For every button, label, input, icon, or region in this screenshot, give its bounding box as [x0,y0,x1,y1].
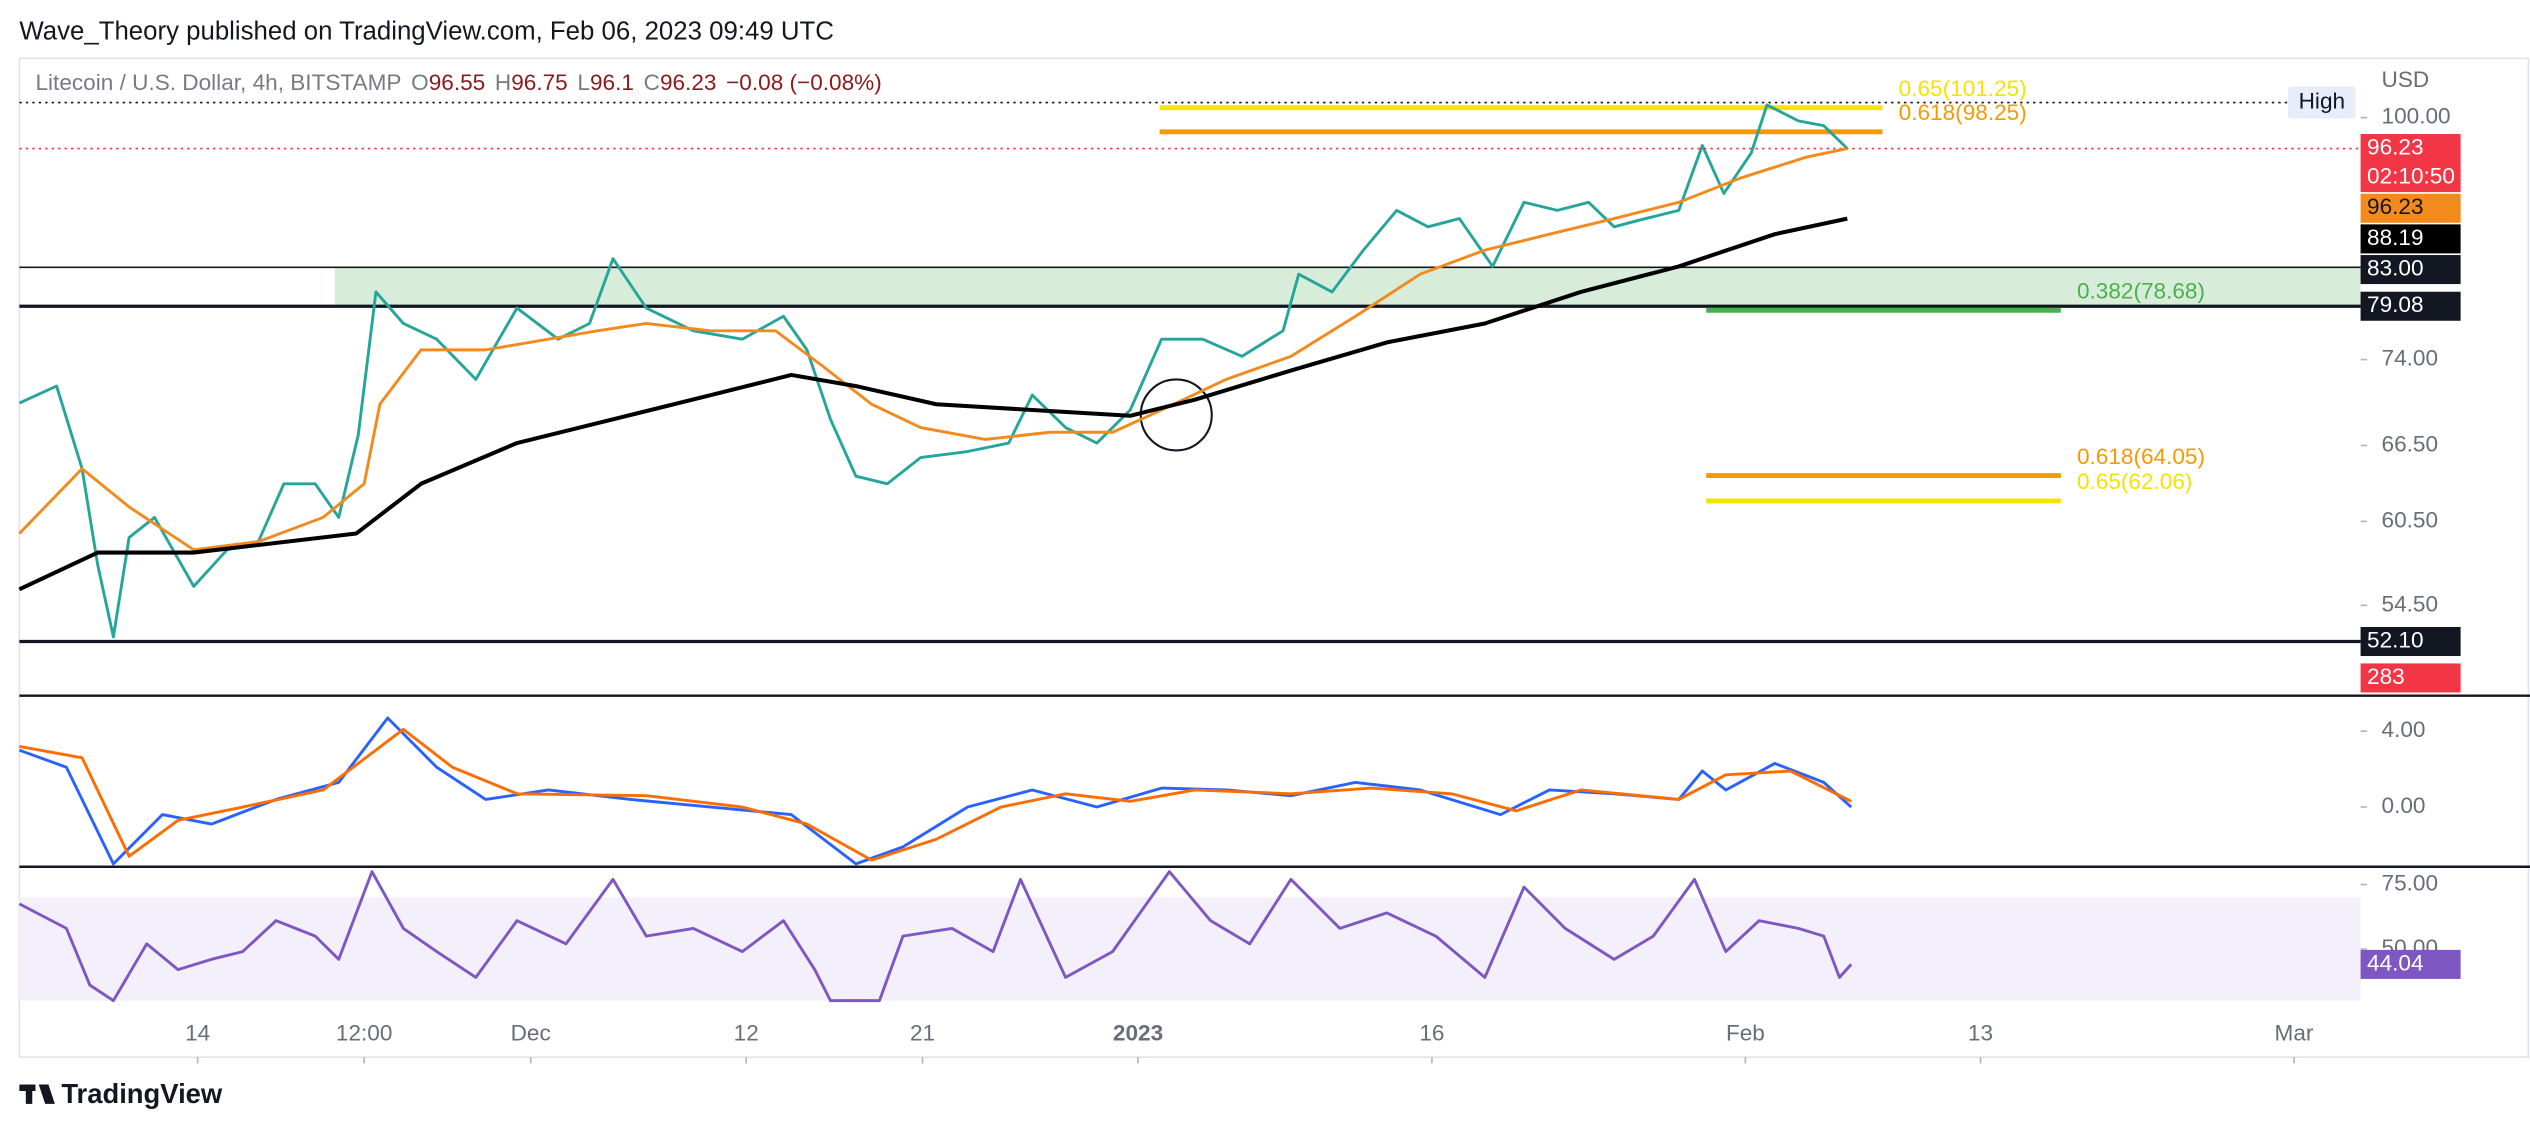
x-tick-label: 2023 [1113,1021,1163,1046]
high-label: High [2299,89,2345,114]
y-tick-label: 100.00 [2382,104,2451,129]
volume-tag [2360,663,2461,693]
legend-part: 96.1 [590,70,634,95]
x-tick-label: 12 [734,1021,759,1046]
price-tag [2360,255,2461,285]
rsi-band [19,897,2361,1001]
x-tick-label: 21 [910,1021,935,1046]
header: Wave_Theory published on TradingView.com… [19,17,834,45]
logo [19,1084,55,1104]
fib-label: 0.65(101.25) [1899,76,2027,101]
legend: Litecoin / U.S. Dollar, 4h, BITSTAMP O96.… [35,70,881,95]
y-unit: USD [2382,67,2430,92]
price-tag-label: 96.23 [2367,194,2424,219]
volume-tag-label: 283 [2367,664,2405,689]
legend-part: H [495,70,511,95]
x-tick-label: 16 [1419,1021,1444,1046]
x-tick-label: 14 [185,1021,210,1046]
fib-label: 0.65(62.06) [2077,469,2192,494]
y-tick-label: 0.00 [2382,793,2426,818]
footer: TradingView [61,1078,223,1109]
fib-label: 0.618(64.05) [2077,444,2205,469]
legend-part: 96.23 [660,70,717,95]
price-tag-label: 52.10 [2367,627,2424,652]
series-line [18,216,1848,592]
x-tick-label: Mar [2275,1021,2314,1046]
price-tag-label: 88.19 [2367,225,2424,250]
y-tick-label: 66.50 [2382,431,2439,456]
price-tag [2360,291,2461,321]
x-tick-label: 13 [1968,1021,1993,1046]
price-tag-label: 96.23 [2367,135,2424,160]
support-zone [334,267,2361,307]
legend-part: 96.75 [511,70,568,95]
y-tick-label: 75.00 [2382,870,2439,895]
series-line [19,727,1852,862]
legend-part: C [644,70,660,95]
price-tag-label: 79.08 [2367,292,2424,317]
y-tick-label: 74.00 [2382,346,2439,371]
y-tick-label: 4.00 [2382,717,2426,742]
series-line [18,870,1853,1003]
legend-part: Litecoin / U.S. Dollar, 4h, BITSTAMP [35,70,401,95]
fib-label: 0.382(78.68) [2077,279,2205,304]
series-line [18,103,1849,639]
legend-part: −0.08 (−0.08%) [726,70,882,95]
high-box [2287,86,2356,119]
price-tag [2360,134,2461,193]
x-tick-label: 12:00 [336,1021,393,1046]
price-tag-label: 44.04 [2367,950,2424,975]
frame [18,57,2530,1058]
fib-label: 0.618(98.25) [1899,100,2027,125]
price-tag [2360,224,2461,254]
price-tag [2360,949,2461,979]
x-tick-label: Feb [1726,1021,1765,1046]
price-tag [2360,626,2461,657]
y-tick-label: 60.50 [2382,507,2439,532]
legend-part: 96.55 [429,70,486,95]
y-tick-label: 54.50 [2382,591,2439,616]
series-line [18,147,1848,552]
legend-part: O [411,70,429,95]
x-tick-label: Dec [511,1021,551,1046]
legend-part: L [577,70,590,95]
countdown: 02:10:50 [2367,164,2455,189]
price-tag-label: 83.00 [2367,256,2424,281]
price-tag [2360,193,2461,223]
